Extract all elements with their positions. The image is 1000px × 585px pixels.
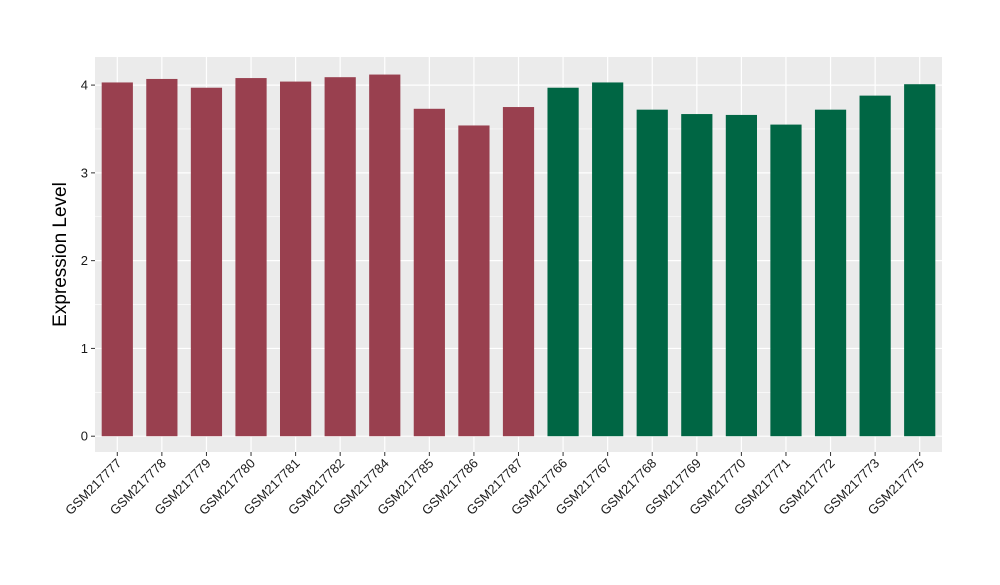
y-tick-label: 1 — [81, 341, 88, 356]
y-tick-label: 4 — [81, 78, 88, 93]
bar-GSM217768 — [636, 109, 668, 437]
y-axis-label: Expression Level — [50, 182, 71, 327]
bar-GSM217786 — [458, 125, 490, 437]
y-tick-label: 3 — [81, 165, 88, 180]
bar-GSM217779 — [190, 87, 223, 437]
bar-GSM217785 — [413, 108, 445, 437]
bar-GSM217769 — [681, 114, 713, 437]
bar-GSM217772 — [814, 109, 847, 437]
bar-GSM217782 — [324, 77, 356, 437]
bar-GSM217770 — [725, 114, 757, 437]
bar-GSM217767 — [592, 82, 624, 437]
y-tick-label: 0 — [81, 429, 88, 444]
bar-GSM217780 — [235, 78, 267, 437]
bar-GSM217787 — [502, 107, 535, 437]
bar-GSM217771 — [770, 124, 802, 437]
bar-GSM217781 — [280, 81, 312, 437]
bar-GSM217778 — [146, 78, 178, 437]
bar-GSM217784 — [369, 74, 401, 437]
y-tick-label: 2 — [81, 253, 88, 268]
bar-GSM217773 — [859, 95, 891, 437]
y-axis: 0 1 2 3 4 — [81, 78, 95, 444]
bars — [101, 74, 936, 437]
bar-GSM217766 — [547, 87, 579, 437]
bar-GSM217777 — [101, 82, 133, 437]
x-axis: GSM217777GSM217778GSM217779GSM217780GSM2… — [62, 452, 927, 518]
bar-GSM217775 — [904, 84, 936, 437]
